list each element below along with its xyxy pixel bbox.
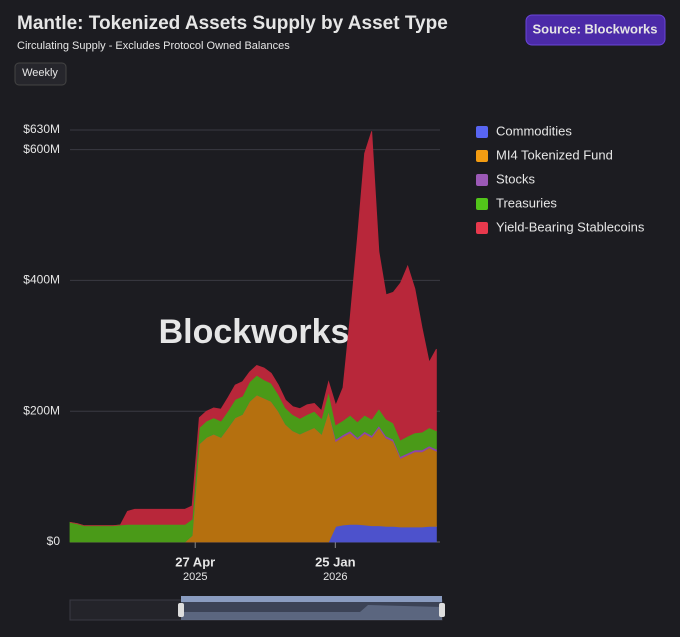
x-tick-label: 25 Jan [315,554,356,569]
navigator-shape [181,605,442,620]
x-tick-sublabel: 2025 [183,571,207,583]
legend-swatch [476,150,488,162]
y-tick-label: $0 [47,534,61,548]
area [69,131,437,527]
source-button[interactable] [525,14,666,46]
navigator-handle-right[interactable] [439,603,445,617]
watermark: Blockworks [159,313,350,351]
y-tick-label: $400M [23,273,60,287]
legend-swatch [476,174,488,186]
legend-label: Stocks [496,171,536,186]
legend-label: Yield-Bearing Stablecoins [496,219,645,234]
legend-swatch [476,222,488,234]
y-tick-label: $630M [23,122,60,136]
y-tick-label: $600M [23,142,60,156]
x-tick-label: 27 Apr [175,554,215,569]
period-button[interactable] [14,62,67,86]
navigator-handle-bar[interactable] [181,596,442,602]
source-label[interactable]: Source: Blockworks [533,21,658,36]
legend-swatch [476,198,488,210]
x-tick-sublabel: 2026 [323,571,347,583]
legend-swatch [476,126,488,138]
legend-label: Commodities [496,123,572,138]
chart-title: Mantle: Tokenized Assets Supply by Asset… [17,13,448,34]
navigator-handle-left[interactable] [178,603,184,617]
legend-label: MI4 Tokenized Fund [496,147,613,162]
chart-subtitle: Circulating Supply - Excludes Protocol O… [17,40,290,52]
period-label[interactable]: Weekly [22,67,58,79]
y-tick-label: $200M [23,403,60,417]
legend-label: Treasuries [496,195,557,210]
